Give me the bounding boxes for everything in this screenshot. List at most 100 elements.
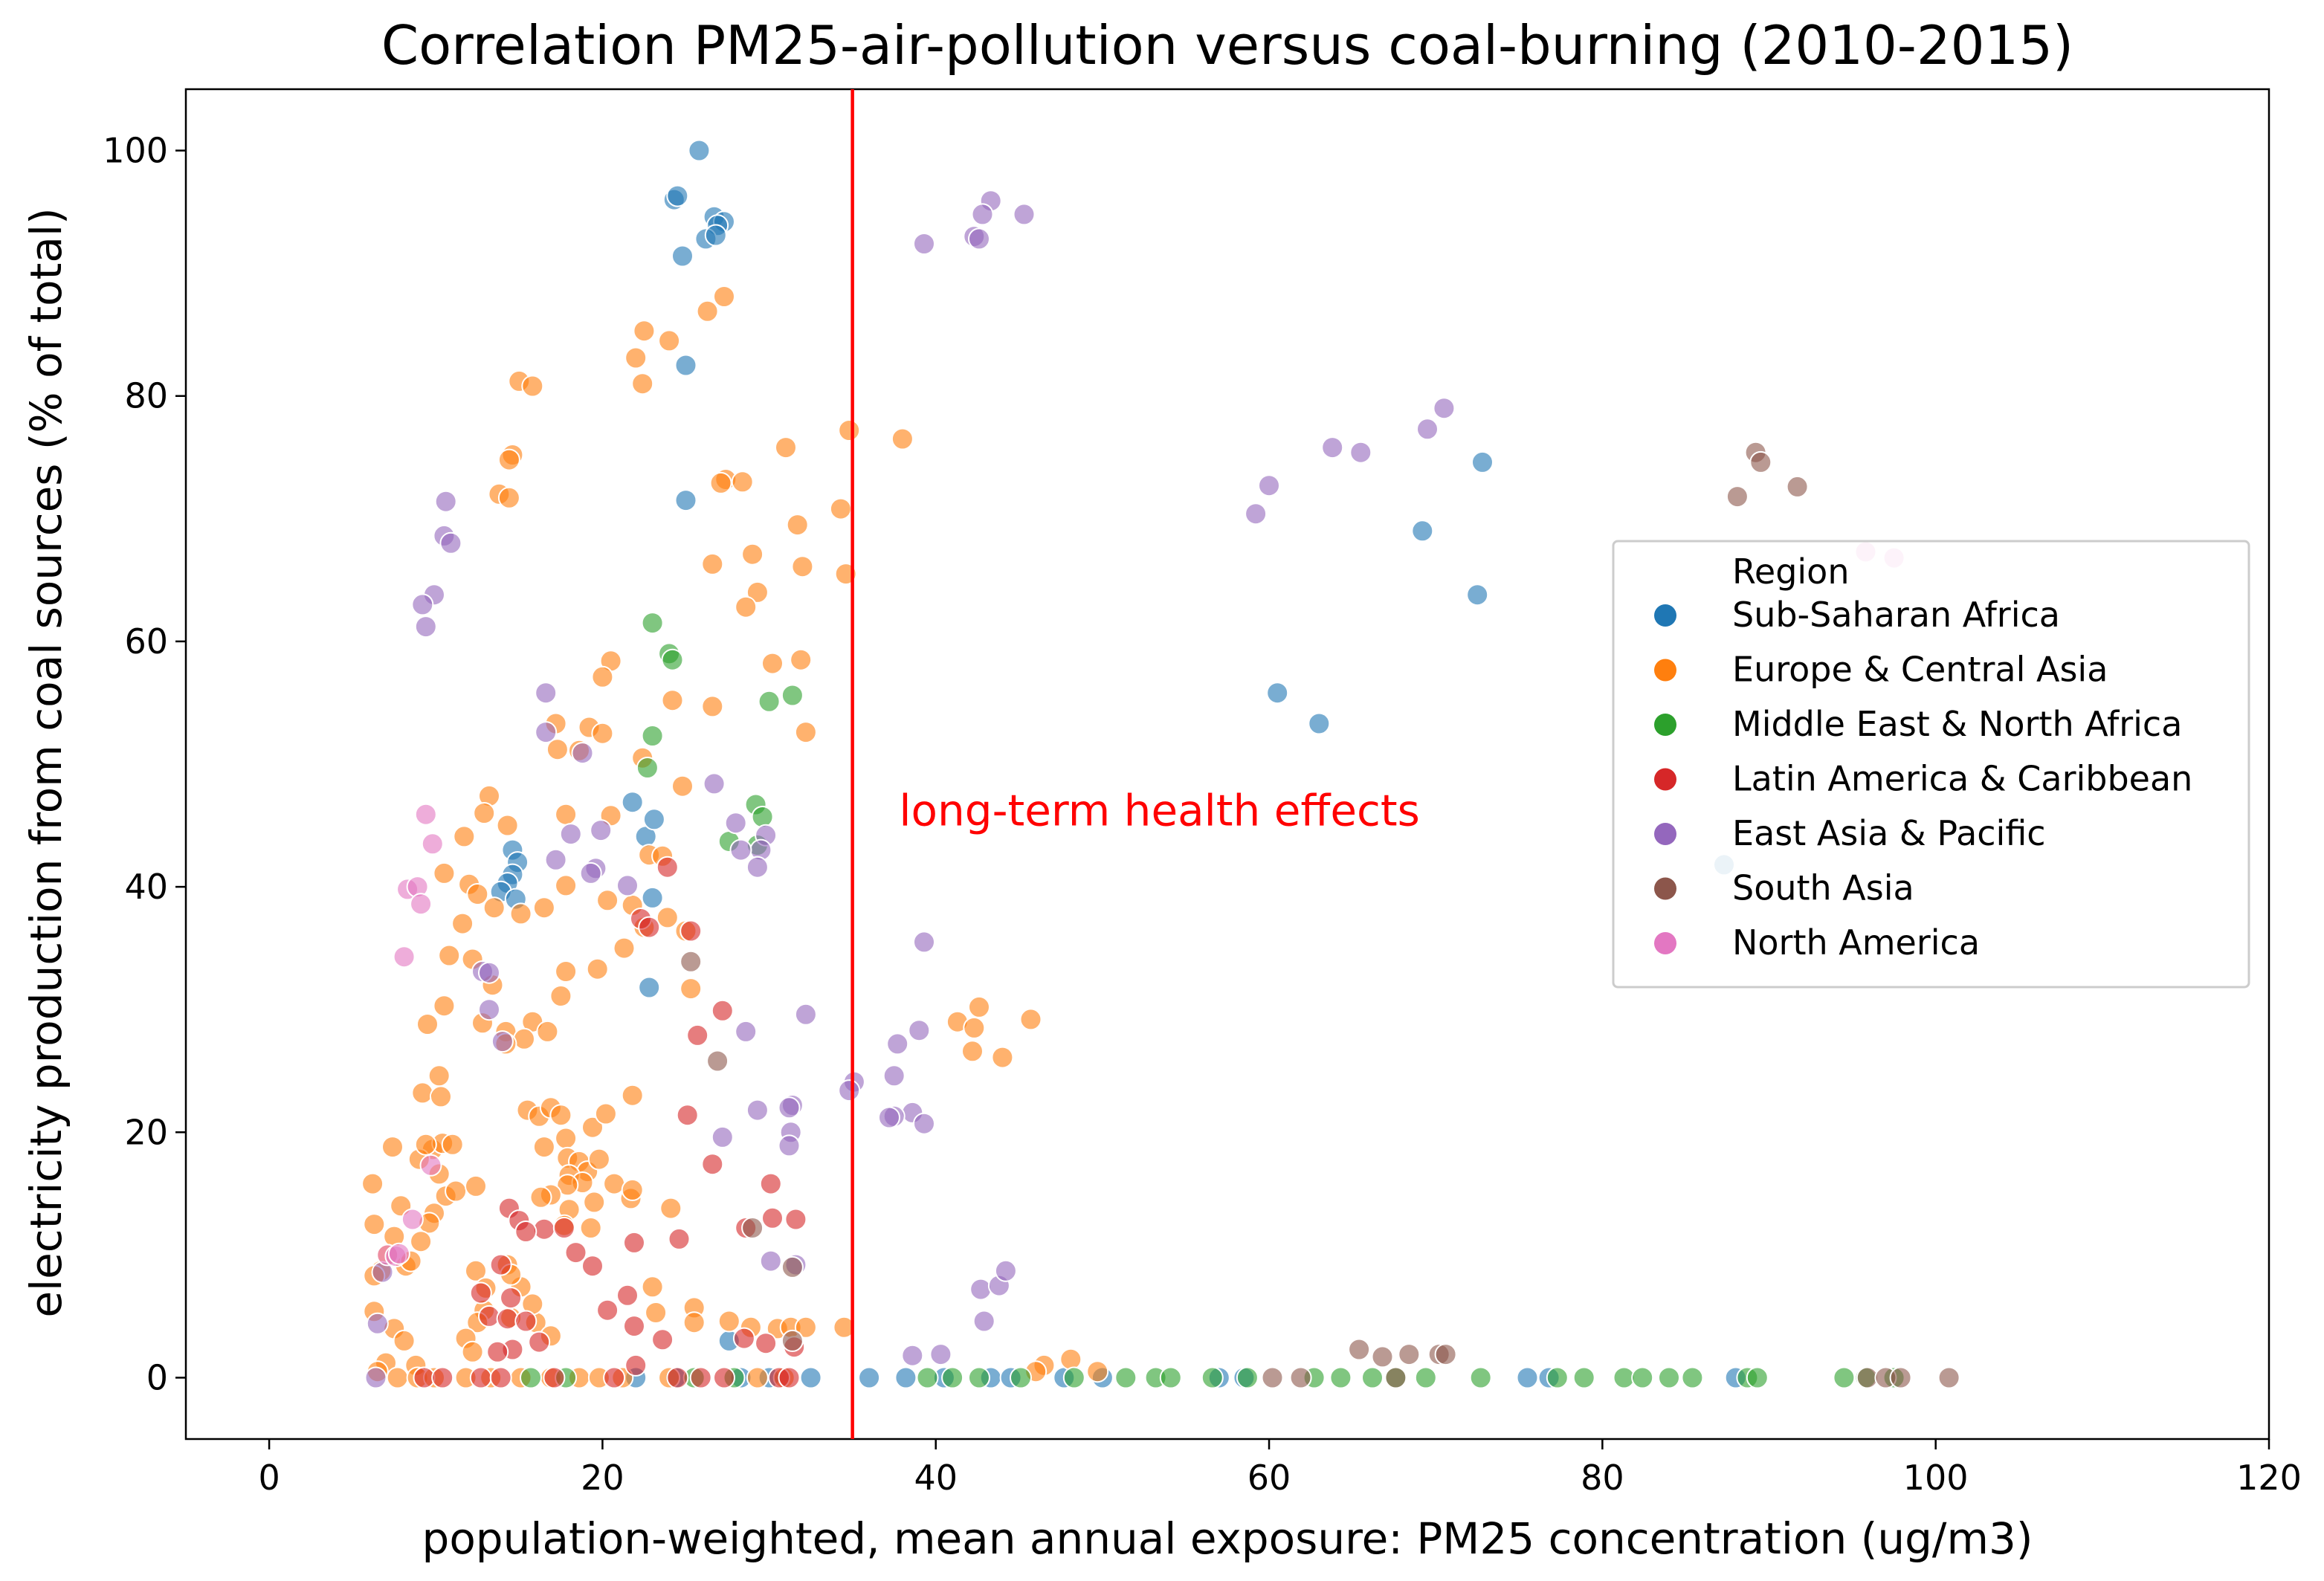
data-point — [658, 329, 681, 352]
data-point — [496, 1307, 519, 1331]
data-point — [587, 1148, 610, 1171]
legend-label: Latin America & Caribbean — [1732, 759, 2192, 799]
data-point — [882, 1064, 906, 1087]
data-point — [393, 945, 416, 969]
data-point — [1398, 1343, 1421, 1366]
data-point — [971, 203, 994, 226]
data-point — [701, 552, 724, 575]
data-point — [555, 960, 578, 983]
data-point — [486, 1340, 509, 1363]
data-point — [445, 1180, 468, 1203]
data-point — [717, 1310, 740, 1333]
data-point — [427, 1064, 451, 1087]
data-point — [500, 1287, 523, 1310]
data-point — [581, 1116, 604, 1139]
data-point — [543, 1366, 566, 1389]
data-point — [1658, 1366, 1680, 1389]
data-point — [731, 471, 754, 494]
x-tick-label: 100 — [1903, 1458, 1969, 1498]
data-point — [631, 372, 654, 395]
axes-frame — [184, 88, 2270, 1441]
x-tick-label: 120 — [2236, 1458, 2302, 1498]
data-point — [829, 497, 852, 520]
data-point — [544, 848, 567, 871]
data-point — [799, 1366, 822, 1389]
legend-item: Latin America & Caribbean — [1654, 759, 2192, 799]
data-point — [858, 1366, 881, 1389]
data-point — [491, 1030, 514, 1053]
data-point — [711, 1125, 734, 1148]
data-point — [1416, 418, 1439, 441]
data-point — [758, 690, 781, 713]
data-point — [393, 1329, 416, 1352]
data-point — [478, 961, 500, 984]
data-point — [1236, 1366, 1259, 1389]
data-point — [746, 1099, 769, 1122]
data-point — [1013, 203, 1036, 226]
data-point — [1289, 1366, 1312, 1389]
data-point — [1348, 1338, 1371, 1361]
data-point — [1245, 502, 1268, 526]
data-point — [497, 448, 520, 471]
data-point — [666, 184, 689, 207]
data-point — [994, 1259, 1017, 1282]
data-point — [520, 1366, 542, 1389]
data-point — [469, 1366, 492, 1389]
data-point — [497, 486, 520, 509]
x-axis-label: population-weighted, mean annual exposur… — [422, 1513, 2033, 1564]
data-point — [536, 1020, 559, 1043]
data-point — [1384, 1366, 1407, 1389]
legend-box — [1612, 540, 2250, 989]
legend-items: Sub-Saharan Africa Europe & Central Asia M… — [1654, 595, 2192, 963]
data-point — [674, 489, 697, 512]
data-point — [794, 721, 817, 744]
data-point — [579, 861, 602, 885]
data-point — [623, 1315, 645, 1338]
data-point — [489, 1253, 512, 1276]
data-point — [1258, 474, 1280, 497]
legend-title: Region — [1732, 552, 1849, 592]
data-point — [466, 883, 489, 905]
data-point — [1572, 1366, 1595, 1389]
data-point — [781, 1255, 804, 1278]
data-point — [613, 937, 636, 960]
data-point — [549, 1104, 572, 1127]
legend-marker — [1654, 768, 1676, 791]
data-point — [591, 722, 614, 745]
data-point — [414, 803, 437, 826]
data-point — [381, 1136, 404, 1159]
data-point — [535, 721, 558, 744]
data-point — [913, 931, 935, 954]
legend-item: East Asia & Pacific — [1654, 813, 2046, 853]
legend-item: South Asia — [1654, 868, 1914, 908]
data-point — [1469, 1366, 1492, 1389]
data-point — [913, 233, 935, 255]
data-point — [1010, 1366, 1032, 1389]
data-point — [641, 612, 664, 635]
data-point — [478, 1304, 500, 1328]
data-point — [461, 1340, 484, 1363]
data-point — [741, 1217, 764, 1239]
legend-label: South Asia — [1732, 868, 1914, 908]
data-point — [913, 1112, 935, 1135]
data-point — [666, 1366, 689, 1389]
points-layer — [361, 139, 1960, 1389]
data-point — [1786, 475, 1809, 498]
x-tick-label: 60 — [1247, 1458, 1291, 1498]
data-point — [414, 615, 437, 638]
data-point — [514, 1220, 538, 1243]
data-point — [1019, 1008, 1042, 1031]
series-4 — [364, 190, 1456, 1389]
data-point — [546, 738, 569, 761]
data-point — [555, 874, 578, 897]
data-point — [1937, 1366, 1960, 1389]
data-point — [513, 1027, 535, 1050]
data-point — [656, 906, 679, 929]
data-point — [676, 1104, 699, 1127]
legend-label: East Asia & Pacific — [1732, 813, 2046, 853]
legend-label: Middle East & North Africa — [1732, 704, 2182, 744]
data-point — [641, 1276, 664, 1299]
data-point — [1411, 520, 1434, 543]
data-point — [1062, 1366, 1085, 1389]
data-point — [529, 1186, 552, 1209]
